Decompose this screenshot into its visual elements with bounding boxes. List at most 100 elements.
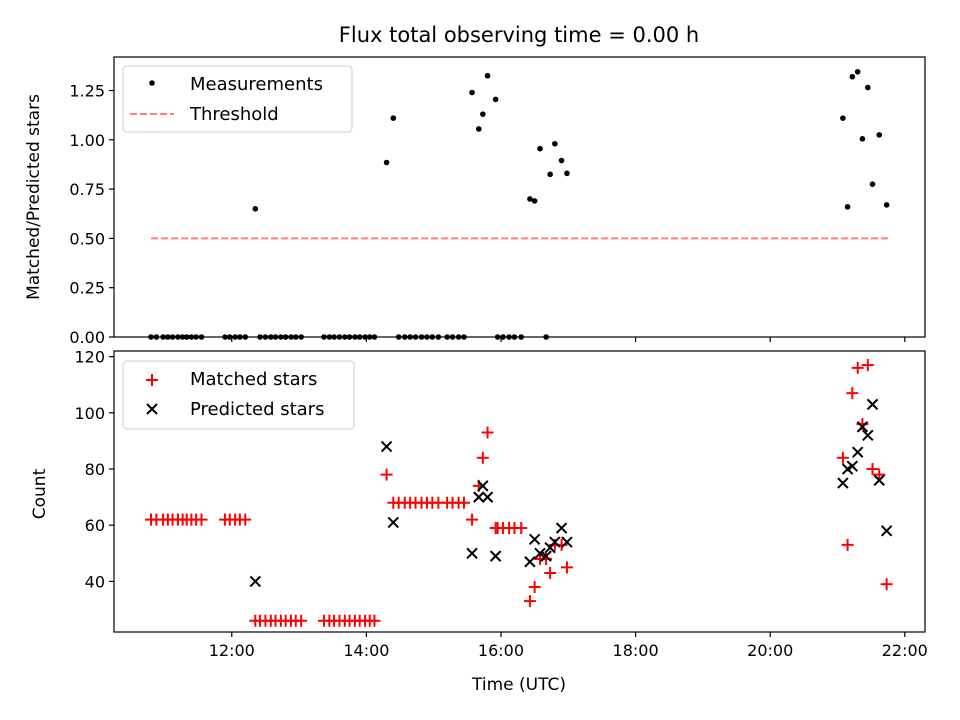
measurement-point [469,89,475,96]
x-tick-label: 12:00 [209,641,255,660]
x-tick-label: 14:00 [343,641,389,660]
matched-stars-point [873,468,886,481]
predicted-stars-point [387,516,400,529]
measurement-point [547,171,553,178]
y-tick-label: 60 [85,516,105,535]
legend-matched-marker [146,374,158,386]
bottom-plot-frame [113,350,926,633]
y-tick-label: 0.75 [69,180,105,199]
predicted-stars-point [249,575,262,588]
matched-stars-point [481,426,494,439]
matched-stars-point [528,581,541,594]
bottom-plot-area [145,359,893,627]
predicted-stars-point [866,398,879,411]
predicted-stars-point [862,429,874,442]
matched-stars-point [466,513,479,526]
predicted-stars-point [873,474,885,486]
top-axes: 0.00 0.25 0.50 0.75 1.00 1.25 [69,82,906,347]
matched-stars-point [861,359,874,372]
matched-stars-point [523,595,536,608]
measurement-point [552,140,558,147]
y-tick-label: 40 [85,572,105,591]
top-legend: Measurements Threshold [122,65,353,133]
y-tick-label: 0.50 [69,229,105,248]
measurement-point [876,132,883,138]
matched-stars-point [560,561,573,574]
matched-stars-point [544,566,557,579]
matched-stars-point [239,513,252,526]
y-tick-label: 0.25 [69,279,105,298]
measurement-point [531,198,538,204]
measurement-point [869,181,876,187]
measurement-point [859,136,866,142]
matched-stars-point [846,387,859,400]
matched-stars-point [841,538,854,551]
x-tick-label: 22:00 [882,641,928,660]
y-tick-label: 80 [85,460,105,479]
y-tick-label: 120 [74,348,105,367]
x-axis-label: Time (UTC) [471,675,566,695]
predicted-stars-point [837,477,849,489]
predicted-stars-point [489,550,502,562]
measurement-point [854,68,861,75]
measurement-point [537,145,543,152]
predicted-stars-point [851,446,864,458]
measurement-point [480,111,486,117]
predicted-stars-point [880,525,893,537]
measurement-point [390,115,397,121]
matched-stars-point [195,513,208,526]
measurement-point [475,126,482,132]
predicted-stars-point [473,491,485,503]
matched-stars-point [866,463,879,476]
matched-stars-point [851,361,864,374]
measurement-point [492,96,499,103]
matched-stars-point [368,614,381,627]
bottom-y-axis-label: Count [30,468,50,519]
predicted-stars-point [540,550,552,562]
matched-stars-point [457,496,470,509]
y-tick-label: 100 [74,404,105,423]
measurement-point [864,84,871,91]
predicted-stars-point [856,421,869,433]
predicted-stars-point [561,536,573,548]
measurement-point [558,157,565,164]
matched-stars-point [295,614,308,627]
predicted-stars-point [477,480,489,492]
x-tick-label: 20:00 [747,641,793,660]
matched-stars-point [836,451,849,464]
y-tick-label: 0.00 [69,328,105,347]
predicted-stars-point [555,522,568,534]
measurement-point [883,202,890,208]
y-tick-label: 1.00 [69,131,105,150]
y-tick-label: 1.25 [69,82,105,101]
legend-matched-label: Matched stars [190,369,317,390]
predicted-stars-point [524,556,536,568]
predicted-stars-point [466,547,478,560]
legend-threshold-label: Threshold [189,104,279,125]
legend-measurements-label: Measurements [190,74,323,95]
legend-predicted-label: Predicted stars [190,399,324,420]
x-tick-label: 16:00 [478,641,524,660]
matched-stars-point [380,468,393,481]
matched-stars-point [515,522,528,535]
legend-measurements-marker [149,80,155,86]
matched-stars-point [880,578,893,591]
chart-title: Flux total observing time = 0.00 h [339,23,699,47]
matched-stars-point [476,451,489,464]
x-tick-label: 18:00 [613,641,659,660]
bottom-legend: Matched stars Predicted stars [122,360,355,430]
predicted-stars-point [481,491,494,503]
legend-predicted-marker [146,403,158,415]
measurement-point [484,72,491,79]
top-y-axis-label: Matched/Predicted stars [24,94,44,300]
measurement-point [527,196,533,202]
measurement-point [849,73,856,80]
measurement-point [840,115,846,121]
predicted-stars-point [549,536,561,548]
predicted-stars-point [534,547,546,560]
predicted-stars-point [380,440,393,453]
top-plot-frame [113,56,926,338]
measurement-point [252,206,259,212]
predicted-stars-point [528,533,541,545]
